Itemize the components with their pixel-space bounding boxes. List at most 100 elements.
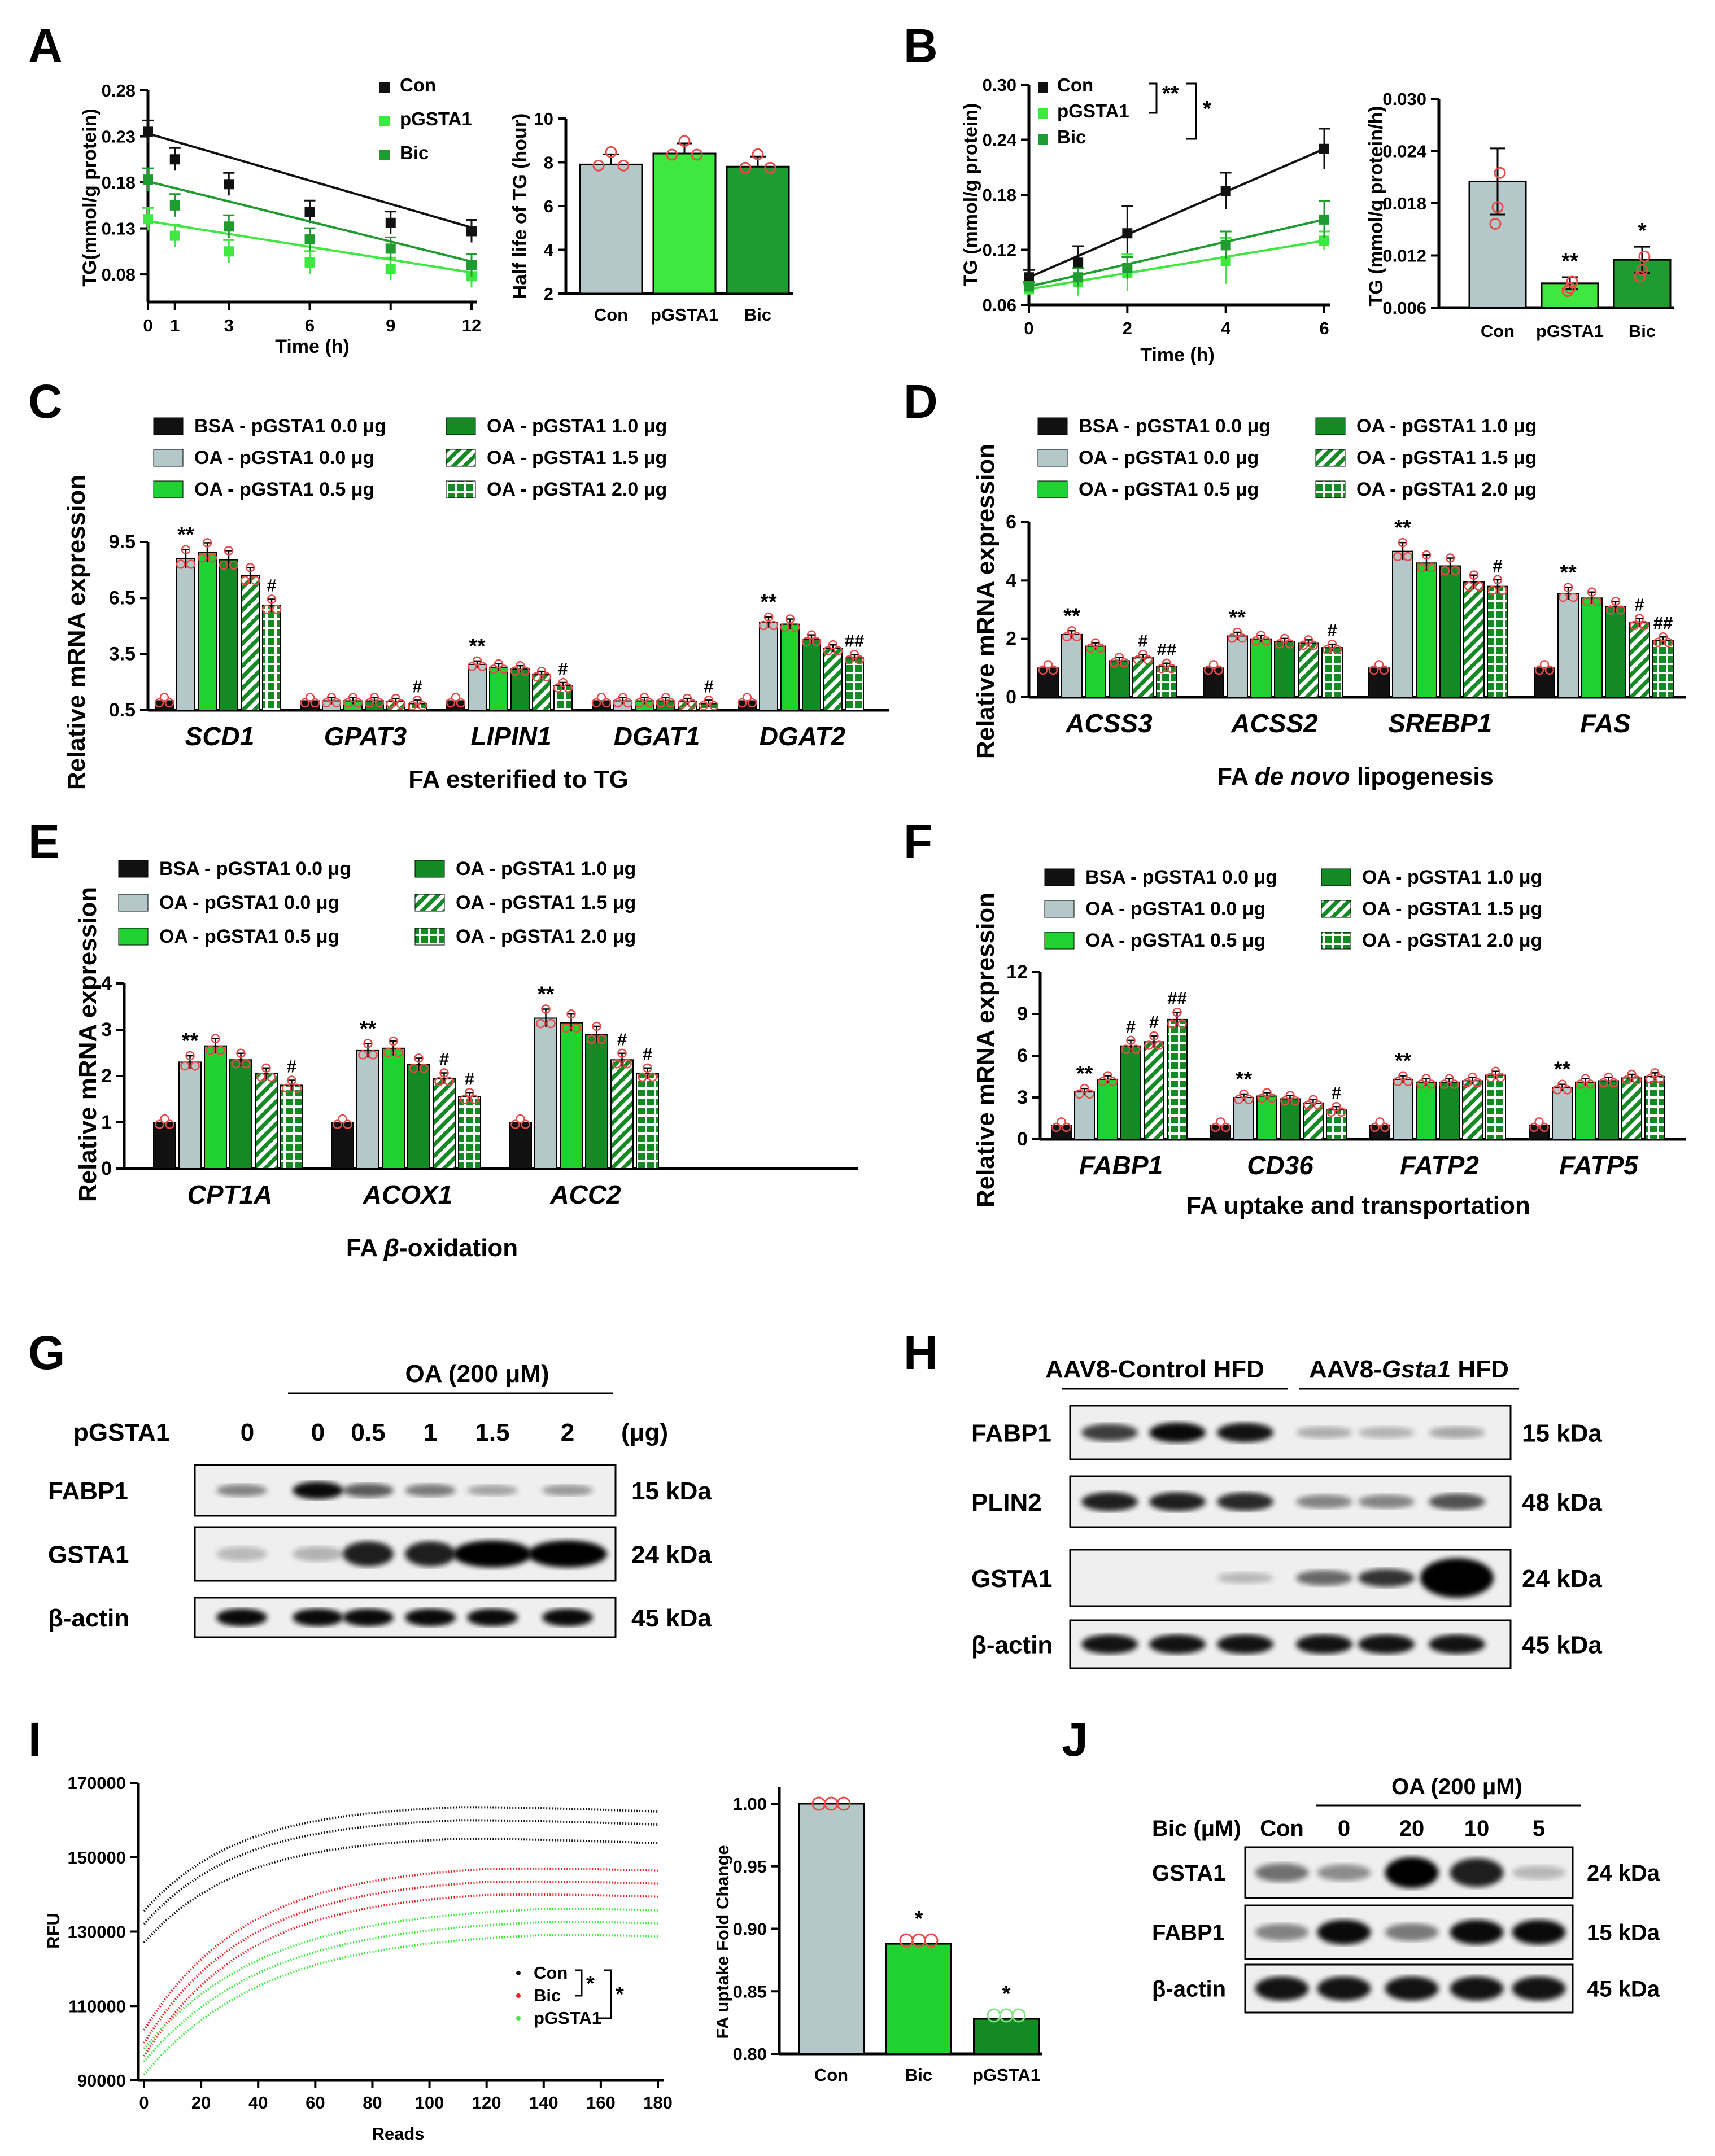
bar	[1250, 638, 1272, 698]
bar	[585, 1034, 608, 1169]
y-tick-label: 110000	[68, 1996, 126, 2016]
legend-label: OA - pGSTA1 0.0 μg	[1085, 898, 1265, 920]
size-label: 48 kDa	[1522, 1489, 1602, 1516]
replicate-dot	[1067, 626, 1077, 636]
replicate-dot	[164, 698, 174, 708]
x-tick-label: 160	[586, 2093, 616, 2113]
lane-label: 20	[1399, 1816, 1425, 1841]
replicate-dot	[451, 693, 461, 702]
replicate-dot	[477, 662, 487, 671]
protein-band	[1385, 1923, 1439, 1941]
protein-band	[1317, 1864, 1371, 1881]
y-tick-label: 4	[101, 973, 112, 994]
bar	[1210, 1125, 1231, 1140]
data-point-con	[224, 179, 234, 190]
lane-label: 2	[561, 1419, 574, 1446]
legend-label: OA - pGSTA1 0.5 μg	[159, 926, 339, 947]
replicate-dot	[1038, 665, 1048, 675]
legend-label: OA - pGSTA1 0.0 μg	[194, 447, 374, 469]
data-point-con	[466, 226, 477, 237]
replicate-dot	[159, 693, 169, 702]
legend-label: Bic	[1057, 126, 1086, 147]
replicate-dot	[1634, 614, 1644, 623]
y-tick-label: 130000	[68, 1922, 126, 1942]
replicate-dot	[638, 1072, 647, 1082]
replicate-dot	[1048, 665, 1058, 675]
x-tick-label: Bic	[744, 305, 771, 325]
legend-swatch	[153, 449, 184, 467]
protein-band	[1296, 1427, 1352, 1438]
data-point-bic	[1319, 214, 1329, 225]
replicate-dot	[648, 1072, 657, 1082]
bar	[1416, 562, 1437, 698]
data-point-pgsta1	[169, 230, 180, 241]
protein-band	[542, 1608, 593, 1626]
title-part: de novo	[1255, 763, 1350, 790]
replicate-dot	[1421, 1074, 1431, 1084]
replicate-dot	[1539, 660, 1550, 670]
protein-band	[1450, 1976, 1504, 2001]
replicate-dot	[1369, 665, 1379, 675]
replicate-dot	[1280, 633, 1290, 644]
legend-label: Con	[1057, 75, 1093, 95]
replicate-dot	[666, 698, 676, 708]
bar	[1629, 622, 1650, 698]
replicate-dot	[1138, 650, 1148, 659]
chart-f: BSA - pGSTA1 0.0 μg OA - pGSTA1 0.0 μg OA …	[972, 867, 1686, 1219]
replicate-dot	[419, 1063, 429, 1073]
replicate-dot	[1426, 1079, 1436, 1089]
replicate-dot	[1126, 1035, 1136, 1046]
significance-bracket	[575, 1969, 583, 1997]
y-axis-label: Relative mRNA expression	[972, 893, 1000, 1208]
replicate-dot	[1221, 1122, 1230, 1132]
y-tick-label: 0.08	[102, 265, 136, 285]
y-tick-label: 0.23	[102, 127, 136, 147]
y-tick-label: 0	[1017, 1129, 1028, 1150]
significance-mark: **	[360, 1017, 377, 1040]
bar	[1061, 633, 1083, 698]
legend-swatch	[153, 417, 184, 435]
bar	[973, 2018, 1040, 2055]
data-point-bic	[1024, 281, 1034, 292]
replicate-dot	[1564, 282, 1576, 294]
bar	[1097, 1078, 1118, 1140]
replicate-dot	[219, 560, 229, 570]
legend-swatch	[446, 480, 476, 498]
replicate-dot	[1663, 637, 1673, 648]
x-tick-label: 4	[1221, 318, 1231, 338]
replicate-dot	[691, 148, 703, 161]
replicate-dot	[465, 1088, 474, 1097]
y-axis-label: Half life of TG (hour)	[509, 113, 531, 299]
y-axis-label: TG (mmol/g protein)	[960, 103, 981, 287]
replicate-dot	[1605, 605, 1616, 615]
size-label: 45 kDa	[1522, 1632, 1602, 1659]
significance-mark: **	[1063, 604, 1080, 628]
row-label: pGSTA1	[73, 1419, 169, 1446]
legend-label: OA - pGSTA1 0.0 μg	[1079, 447, 1259, 469]
legend-swatch	[414, 860, 445, 878]
replicate-dot	[240, 575, 250, 585]
replicate-dot	[1285, 639, 1295, 649]
protein-band	[1255, 1976, 1309, 2001]
y-axis-label: Relative mRNA expression	[972, 444, 1000, 759]
replicate-dot	[1655, 1074, 1665, 1084]
replicate-dot	[1581, 1074, 1590, 1084]
replicate-dot	[1167, 664, 1177, 674]
replicate-dot	[499, 664, 509, 674]
replicate-dot	[1234, 1095, 1243, 1104]
y-tick-label: 0.85	[733, 1982, 767, 2001]
bar	[219, 559, 238, 711]
replicate-dot	[326, 693, 337, 702]
panel-label-e: E	[28, 815, 60, 868]
replicate-dot	[181, 545, 191, 554]
bar	[1326, 1109, 1347, 1140]
protein-band	[453, 1540, 532, 1568]
replicate-dot	[1622, 1075, 1631, 1085]
bar	[433, 1078, 456, 1169]
bar	[1167, 1018, 1188, 1140]
y-tick-label: 2	[1006, 628, 1016, 650]
x-tick-label: ACSS2	[1230, 709, 1318, 738]
y-tick-label: 0.24	[983, 130, 1017, 150]
lane-label: 0	[311, 1419, 325, 1446]
protein-band	[216, 1484, 267, 1497]
